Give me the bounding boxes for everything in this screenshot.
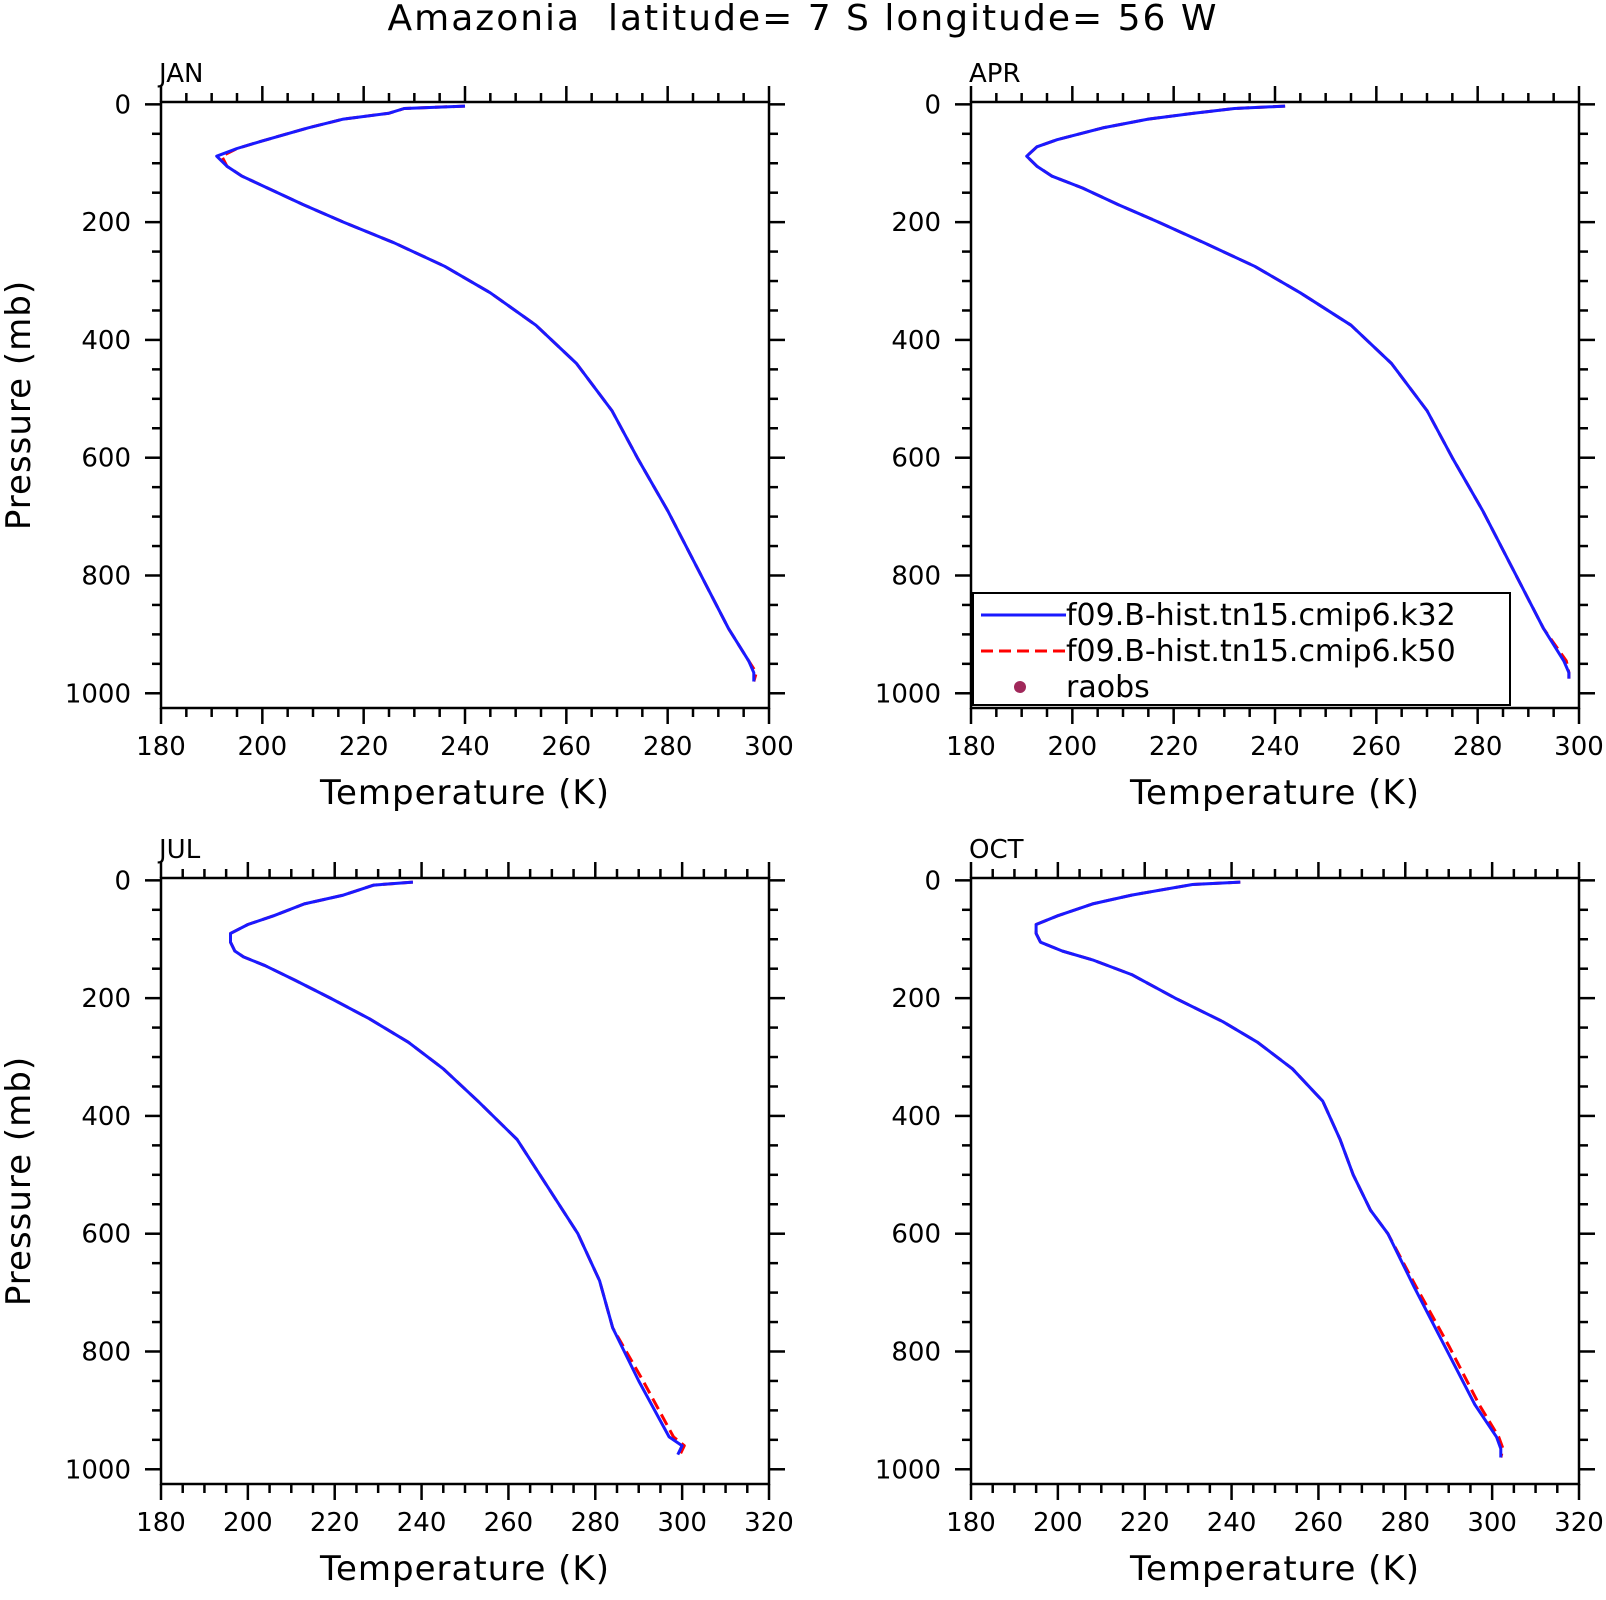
legend-label: f09.B-hist.tn15.cmip6.k50 bbox=[1066, 634, 1456, 669]
x-tick-label: 200 bbox=[1033, 1508, 1083, 1538]
panel-label: APR bbox=[969, 59, 1021, 89]
x-tick-label: 300 bbox=[657, 1508, 707, 1538]
series-k32-line bbox=[215, 104, 756, 682]
series-k50-line bbox=[220, 104, 758, 682]
x-tick-label: 220 bbox=[1149, 732, 1199, 762]
x-tick-label: 220 bbox=[1120, 1508, 1170, 1538]
x-tick-label: 240 bbox=[1207, 1508, 1257, 1538]
x-tick-label: 260 bbox=[484, 1508, 534, 1538]
y-tick-label: 200 bbox=[891, 208, 941, 238]
y-tick-label: 1000 bbox=[65, 1455, 131, 1485]
plot-frame bbox=[159, 876, 771, 1486]
y-tick-label: 0 bbox=[114, 866, 131, 896]
y-axis-title: Pressure (mb) bbox=[0, 1056, 39, 1306]
plot-frame bbox=[159, 100, 771, 710]
panel-label: JUL bbox=[157, 835, 201, 865]
x-tick-label: 280 bbox=[570, 1508, 620, 1538]
x-tick-label: 180 bbox=[946, 1508, 996, 1538]
x-axis-title: Temperature (K) bbox=[1129, 773, 1420, 813]
y-tick-label: 800 bbox=[81, 1337, 131, 1367]
y-tick-label: 600 bbox=[81, 444, 131, 474]
series-k50-line bbox=[229, 880, 686, 1456]
x-tick-label: 180 bbox=[946, 732, 996, 762]
y-tick-label: 0 bbox=[114, 90, 131, 120]
y-tick-label: 600 bbox=[891, 444, 941, 474]
x-tick-label: 200 bbox=[1048, 732, 1098, 762]
figure-title: Amazonia latitude= 7 S longitude= 56 W bbox=[388, 0, 1219, 39]
y-tick-label: 1000 bbox=[875, 679, 941, 709]
y-tick-label: 800 bbox=[891, 1337, 941, 1367]
x-tick-label: 320 bbox=[744, 1508, 794, 1538]
y-tick-label: 1000 bbox=[875, 1455, 941, 1485]
x-tick-label: 180 bbox=[136, 1508, 186, 1538]
legend-marker-raobs bbox=[1014, 681, 1026, 693]
y-tick-label: 400 bbox=[891, 1102, 941, 1132]
series-k32-line bbox=[229, 880, 684, 1456]
x-tick-label: 280 bbox=[1453, 732, 1503, 762]
legend-label: raobs bbox=[1066, 670, 1150, 705]
x-tick-label: 260 bbox=[1294, 1508, 1344, 1538]
legend-label: f09.B-hist.tn15.cmip6.k32 bbox=[1066, 598, 1456, 633]
y-tick-label: 600 bbox=[891, 1220, 941, 1250]
y-tick-label: 400 bbox=[81, 1102, 131, 1132]
x-tick-label: 220 bbox=[339, 732, 389, 762]
series-k32-line bbox=[1034, 880, 1503, 1458]
series-k50-line bbox=[1034, 880, 1505, 1458]
legend: f09.B-hist.tn15.cmip6.k32f09.B-hist.tn15… bbox=[972, 592, 1511, 706]
x-tick-label: 280 bbox=[1380, 1508, 1430, 1538]
y-axis-title: Pressure (mb) bbox=[0, 280, 39, 530]
x-tick-label: 300 bbox=[1554, 732, 1604, 762]
panel-label: OCT bbox=[969, 835, 1024, 865]
x-axis-title: Temperature (K) bbox=[319, 773, 610, 813]
y-tick-label: 800 bbox=[891, 561, 941, 591]
series-k32-line bbox=[1025, 104, 1571, 679]
y-tick-label: 200 bbox=[81, 984, 131, 1014]
y-tick-label: 0 bbox=[924, 90, 941, 120]
x-tick-label: 320 bbox=[1554, 1508, 1604, 1538]
plot-frame bbox=[969, 876, 1581, 1486]
x-tick-label: 240 bbox=[1250, 732, 1300, 762]
x-tick-label: 200 bbox=[223, 1508, 273, 1538]
x-tick-label: 200 bbox=[238, 732, 288, 762]
x-axis-title: Temperature (K) bbox=[1129, 1549, 1420, 1589]
y-tick-label: 400 bbox=[81, 326, 131, 356]
y-tick-label: 200 bbox=[81, 208, 131, 238]
x-tick-label: 240 bbox=[440, 732, 490, 762]
x-tick-label: 300 bbox=[744, 732, 794, 762]
x-tick-label: 260 bbox=[1352, 732, 1402, 762]
y-tick-label: 0 bbox=[924, 866, 941, 896]
legend-box bbox=[972, 592, 1511, 706]
x-axis-title: Temperature (K) bbox=[319, 1549, 610, 1589]
x-tick-label: 220 bbox=[310, 1508, 360, 1538]
x-tick-label: 260 bbox=[542, 732, 592, 762]
x-tick-label: 240 bbox=[397, 1508, 447, 1538]
x-tick-label: 280 bbox=[643, 732, 693, 762]
y-tick-label: 200 bbox=[891, 984, 941, 1014]
x-tick-label: 180 bbox=[136, 732, 186, 762]
panel-label: JAN bbox=[157, 59, 203, 89]
y-tick-label: 800 bbox=[81, 561, 131, 591]
x-tick-label: 300 bbox=[1467, 1508, 1517, 1538]
y-tick-label: 1000 bbox=[65, 679, 131, 709]
y-tick-label: 600 bbox=[81, 1220, 131, 1250]
y-tick-label: 400 bbox=[891, 326, 941, 356]
